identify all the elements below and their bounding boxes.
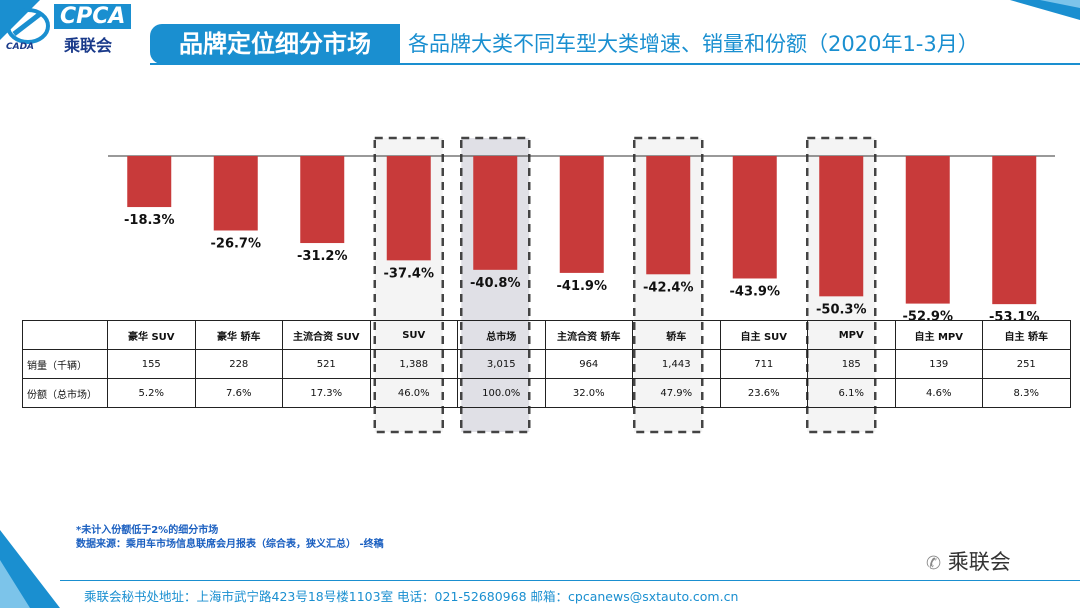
watermark-text: 乘联会 [947,550,1011,574]
table-header-row: 豪华 SUV 豪华 轿车 主流合资 SUV SUV 总市场 主流合资 轿车 轿车 自主 SUV… [22,320,1071,350]
data-label: -41.9% [557,279,608,294]
table-cell: 1,388 [369,349,458,379]
data-label: -50.3% [816,302,867,317]
bar [732,156,777,279]
table-cell: 521 [282,349,371,379]
table-cell: 251 [982,349,1071,379]
table-corner-cell [22,320,108,350]
data-label: -40.8% [470,276,521,291]
bar [213,156,258,231]
footnote-line: *未计入份额低于2%的细分市场 [76,525,219,536]
data-label: -26.7% [211,236,262,251]
title-underline [150,63,1080,65]
footnote: *未计入份额低于2%的细分市场 数据来源：乘用车市场信息联席会月报表（综合表，狭… [76,524,384,552]
column-header: MPV [807,320,896,350]
wechat-watermark: ✆ 乘联会 [926,546,1011,576]
row-label: 份额（总市场） [22,378,108,408]
table-cell: 46.0% [369,378,458,408]
table-row: 份额（总市场） 5.2% 7.6% 17.3% 46.0% 100.0% 32.0% 47.9… [22,378,1071,408]
column-header: 自主 MPV [894,320,983,350]
table-cell: 711 [719,349,808,379]
table-cell: 17.3% [282,378,371,408]
data-table: 豪华 SUV 豪华 轿车 主流合资 SUV SUV 总市场 主流合资 轿车 轿车 自主 SUV… [22,320,1071,408]
wechat-icon: ✆ [926,553,942,574]
bar [386,156,431,261]
column-header: 轿车 [632,320,721,350]
bar [473,156,518,270]
column-header: 豪华 SUV [107,320,196,350]
column-header: 自主 SUV [719,320,808,350]
column-header: SUV [369,320,458,350]
data-label: -31.2% [297,249,348,264]
table-row: 销量（千辆） 155 228 521 1,388 3,015 964 1,443 711 185 1… [22,349,1071,379]
column-header: 主流合资 SUV [282,320,371,350]
table-cell: 47.9% [632,378,721,408]
data-label: -42.4% [643,280,694,295]
data-label: -43.9% [730,284,781,299]
section-title: 品牌定位细分市场 [150,24,400,64]
footer-divider [60,580,1080,581]
bar [992,156,1037,305]
logo-small-text: CADA [6,42,35,52]
table-cell: 964 [544,349,633,379]
page-title: 各品牌大类不同车型大类增速、销量和份额（2020年1-3月） [408,32,979,56]
table-cell: 228 [194,349,283,379]
table-cell: 1,443 [632,349,721,379]
column-header: 主流合资 轿车 [544,320,633,350]
bar [300,156,345,244]
data-label: -18.3% [124,213,175,228]
column-header: 总市场 [457,320,546,350]
bar [819,156,864,297]
footer-decoration [0,530,60,608]
data-label: -37.4% [384,266,435,281]
table-cell: 155 [107,349,196,379]
table-cell: 32.0% [544,378,633,408]
cpca-logo: CPCA 乘联会 CADA [0,0,150,58]
source-note: 数据来源：乘用车市场信息联席会月报表（综合表，狭义汇总） -终稿 [76,539,384,550]
table-cell: 3,015 [457,349,546,379]
table-cell: 4.6% [894,378,983,408]
bar [646,156,691,275]
logo-subtext: 乘联会 [64,36,113,55]
logo-text: CPCA [54,4,132,29]
row-label: 销量（千辆） [22,349,108,379]
bar [559,156,604,273]
column-header: 豪华 轿车 [194,320,283,350]
table-cell: 7.6% [194,378,283,408]
table-cell: 5.2% [107,378,196,408]
bar [905,156,950,304]
bar [127,156,172,208]
footer-address: 乘联会秘书处地址：上海市武宁路423号18号楼1103室 电话：021-5268… [84,589,739,604]
table-cell: 185 [807,349,896,379]
table-cell: 139 [894,349,983,379]
table-cell: 23.6% [719,378,808,408]
column-header: 自主 轿车 [982,320,1071,350]
table-cell: 6.1% [807,378,896,408]
table-cell: 100.0% [457,378,546,408]
table-cell: 8.3% [982,378,1071,408]
